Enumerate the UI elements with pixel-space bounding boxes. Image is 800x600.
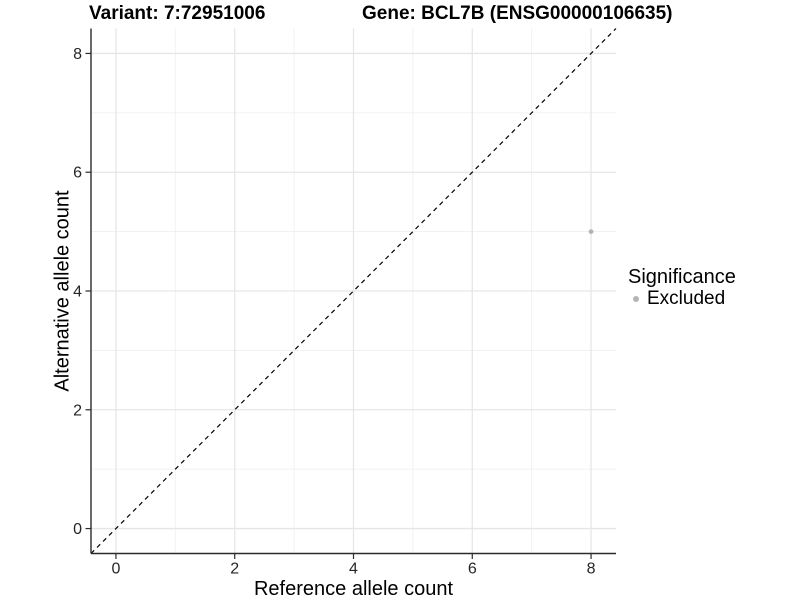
- plot-title-gene: Gene: BCL7B (ENSG00000106635): [362, 3, 673, 24]
- y-tick-label: 2: [73, 402, 82, 419]
- legend-key-dot-icon: [633, 296, 639, 302]
- data-point: [588, 229, 594, 235]
- legend-item-excluded: Excluded: [628, 288, 736, 310]
- legend-title: Significance: [628, 266, 736, 288]
- y-tick-label: 0: [73, 521, 82, 538]
- x-axis-title: Reference allele count: [253, 578, 453, 600]
- x-tick-label: 2: [230, 561, 239, 578]
- y-tick-label: 4: [73, 284, 82, 301]
- y-tick-label: 8: [73, 46, 82, 63]
- x-tick-label: 6: [468, 561, 477, 578]
- y-axis-title: Alternative allele count: [51, 190, 74, 392]
- x-tick-label: 8: [587, 561, 596, 578]
- x-tick-label: 0: [111, 561, 120, 578]
- legend-item-label: Excluded: [647, 288, 726, 309]
- legend: Significance Excluded: [628, 266, 736, 310]
- y-tick-label: 6: [73, 165, 82, 182]
- x-tick-label: 4: [349, 561, 358, 578]
- plot-title-variant: Variant: 7:72951006: [89, 3, 266, 24]
